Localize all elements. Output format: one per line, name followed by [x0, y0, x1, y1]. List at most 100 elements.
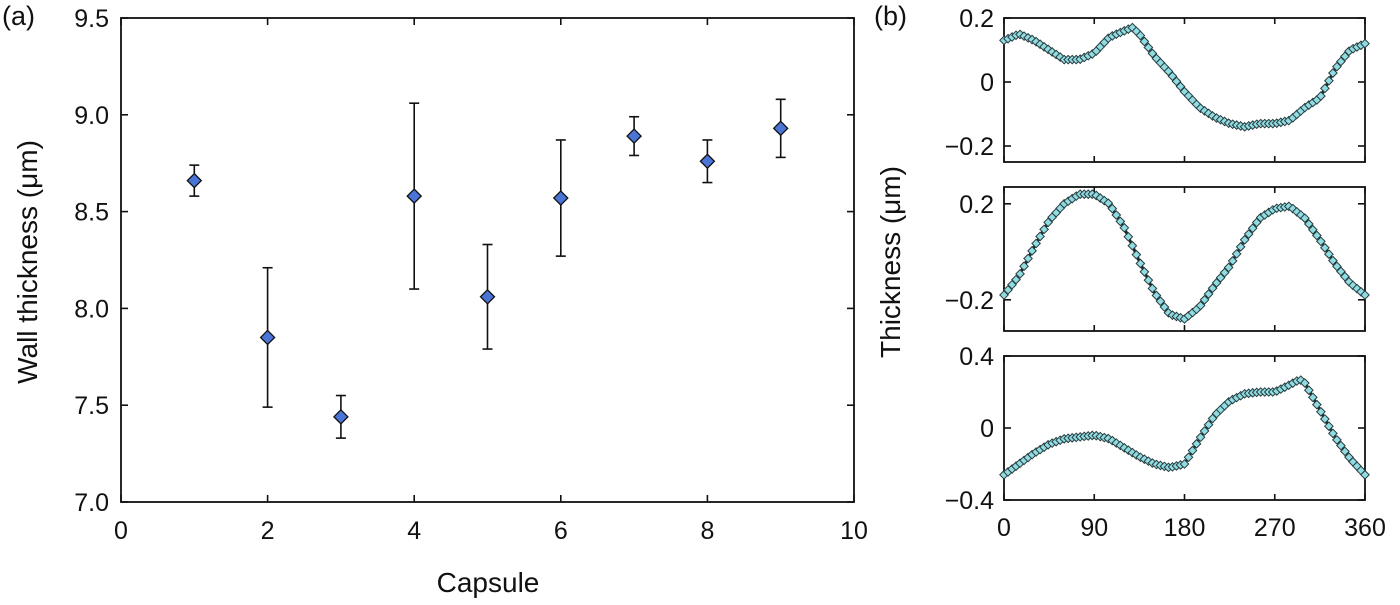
chart-a-xtick-label: 10: [840, 517, 868, 545]
series-marker: [1143, 275, 1154, 286]
data-point: [552, 190, 569, 206]
series-marker: [1360, 469, 1370, 480]
series-marker: [1135, 258, 1146, 269]
series-marker: [1239, 234, 1250, 245]
series-marker: [1303, 219, 1314, 229]
chart-a-xtick-label: 8: [700, 517, 714, 545]
panel-label-a: (a): [2, 1, 35, 31]
series-marker: [1043, 44, 1054, 55]
series-marker: [1231, 248, 1242, 259]
chart-b-frame-3: [1003, 355, 1366, 501]
series-marker: [1155, 296, 1166, 307]
chart-a-xlabel: Capsule: [437, 567, 540, 598]
series-marker: [1023, 253, 1033, 264]
series-marker: [1215, 272, 1226, 283]
series-marker: [1031, 238, 1041, 249]
series-marker: [1328, 68, 1338, 78]
series-marker: [1139, 36, 1150, 47]
series-marker: [1332, 61, 1342, 72]
series-marker: [1319, 242, 1330, 253]
series-marker: [1187, 445, 1198, 456]
series-marker: [1311, 230, 1322, 241]
series-marker: [1107, 203, 1118, 214]
chart-b-xtick-label: 180: [1164, 514, 1206, 542]
series-marker: [1323, 249, 1334, 260]
chart-a-ytick-label: 7.5: [74, 392, 109, 420]
series-marker: [1219, 267, 1230, 278]
series-marker: [1051, 49, 1062, 60]
chart-b-ytick-label: 0.2: [959, 5, 994, 33]
series-marker: [1179, 459, 1190, 469]
series-marker: [1191, 438, 1202, 449]
series-marker: [1311, 399, 1322, 410]
series-marker: [1360, 290, 1370, 300]
series-marker: [1139, 266, 1150, 277]
series-marker: [1035, 39, 1046, 50]
chart-a-xtick-label: 4: [407, 517, 421, 545]
series-marker: [1015, 268, 1025, 279]
series-marker: [1127, 240, 1138, 251]
series-marker: [1103, 198, 1114, 209]
series-marker: [1303, 385, 1314, 396]
series-marker: [1199, 294, 1210, 305]
chart-b-ytick-label: −0.4: [945, 487, 994, 515]
series-marker: [1319, 83, 1330, 94]
series-marker: [1328, 255, 1338, 266]
chart-a-ylabel: Wall thickness (μm): [12, 140, 43, 384]
series-marker: [1323, 421, 1334, 432]
chart-b-ytick-label: −0.2: [945, 287, 994, 315]
series-marker: [1207, 283, 1218, 294]
series-marker: [1315, 91, 1326, 101]
series-marker: [1115, 216, 1126, 227]
series-marker: [1011, 274, 1021, 285]
chart-b-xtick-label: 270: [1254, 514, 1296, 542]
series-marker: [1323, 75, 1334, 86]
series-line-1: [1003, 25, 1366, 129]
series-marker: [1315, 236, 1326, 247]
data-point: [406, 188, 423, 205]
series-marker: [1171, 76, 1182, 87]
series-marker: [1175, 81, 1186, 92]
series-marker: [1031, 36, 1041, 47]
series-marker: [1340, 271, 1350, 282]
series-marker: [1055, 52, 1066, 62]
series-marker: [1039, 224, 1050, 235]
series-marker: [1195, 103, 1206, 114]
series-marker: [1007, 279, 1017, 290]
series-marker: [1332, 434, 1342, 445]
series-marker: [1027, 245, 1037, 256]
data-point: [259, 329, 276, 346]
series-marker: [1336, 440, 1346, 451]
chart-a-xtick-label: 2: [261, 517, 275, 545]
series-marker: [1199, 426, 1210, 436]
series-marker: [1147, 283, 1158, 294]
chart-b-ytick-label: 0: [980, 69, 994, 97]
series-marker: [1019, 261, 1029, 272]
series-marker: [1195, 432, 1206, 443]
series-marker: [1319, 414, 1330, 424]
data-point: [479, 288, 496, 305]
series-marker: [1328, 428, 1338, 439]
series-marker: [1119, 222, 1130, 233]
series-marker: [1047, 47, 1058, 57]
chart-b-ytick-label: −0.2: [945, 133, 994, 161]
data-point: [772, 120, 789, 137]
series-marker: [1003, 284, 1013, 295]
series-marker: [1223, 262, 1234, 273]
series-marker: [1307, 224, 1318, 235]
series-marker: [1143, 42, 1154, 53]
series-marker: [1167, 71, 1178, 82]
chart-b-ylabel: Thickness (μm): [875, 166, 906, 358]
series-marker: [1183, 452, 1194, 463]
chart-b-ytick-label: 0.4: [959, 343, 994, 371]
data-point: [699, 153, 716, 170]
series-marker: [1203, 108, 1214, 119]
chart-a-ytick-label: 9.5: [74, 5, 109, 33]
chart-b-xtick-label: 0: [997, 514, 1011, 542]
series-marker: [1151, 290, 1162, 301]
chart-a-xtick-label: 6: [554, 517, 568, 545]
series-marker: [999, 290, 1009, 300]
series-marker: [1307, 392, 1318, 403]
series-marker: [1247, 223, 1258, 234]
chart-a-ytick-label: 9.0: [74, 102, 109, 130]
